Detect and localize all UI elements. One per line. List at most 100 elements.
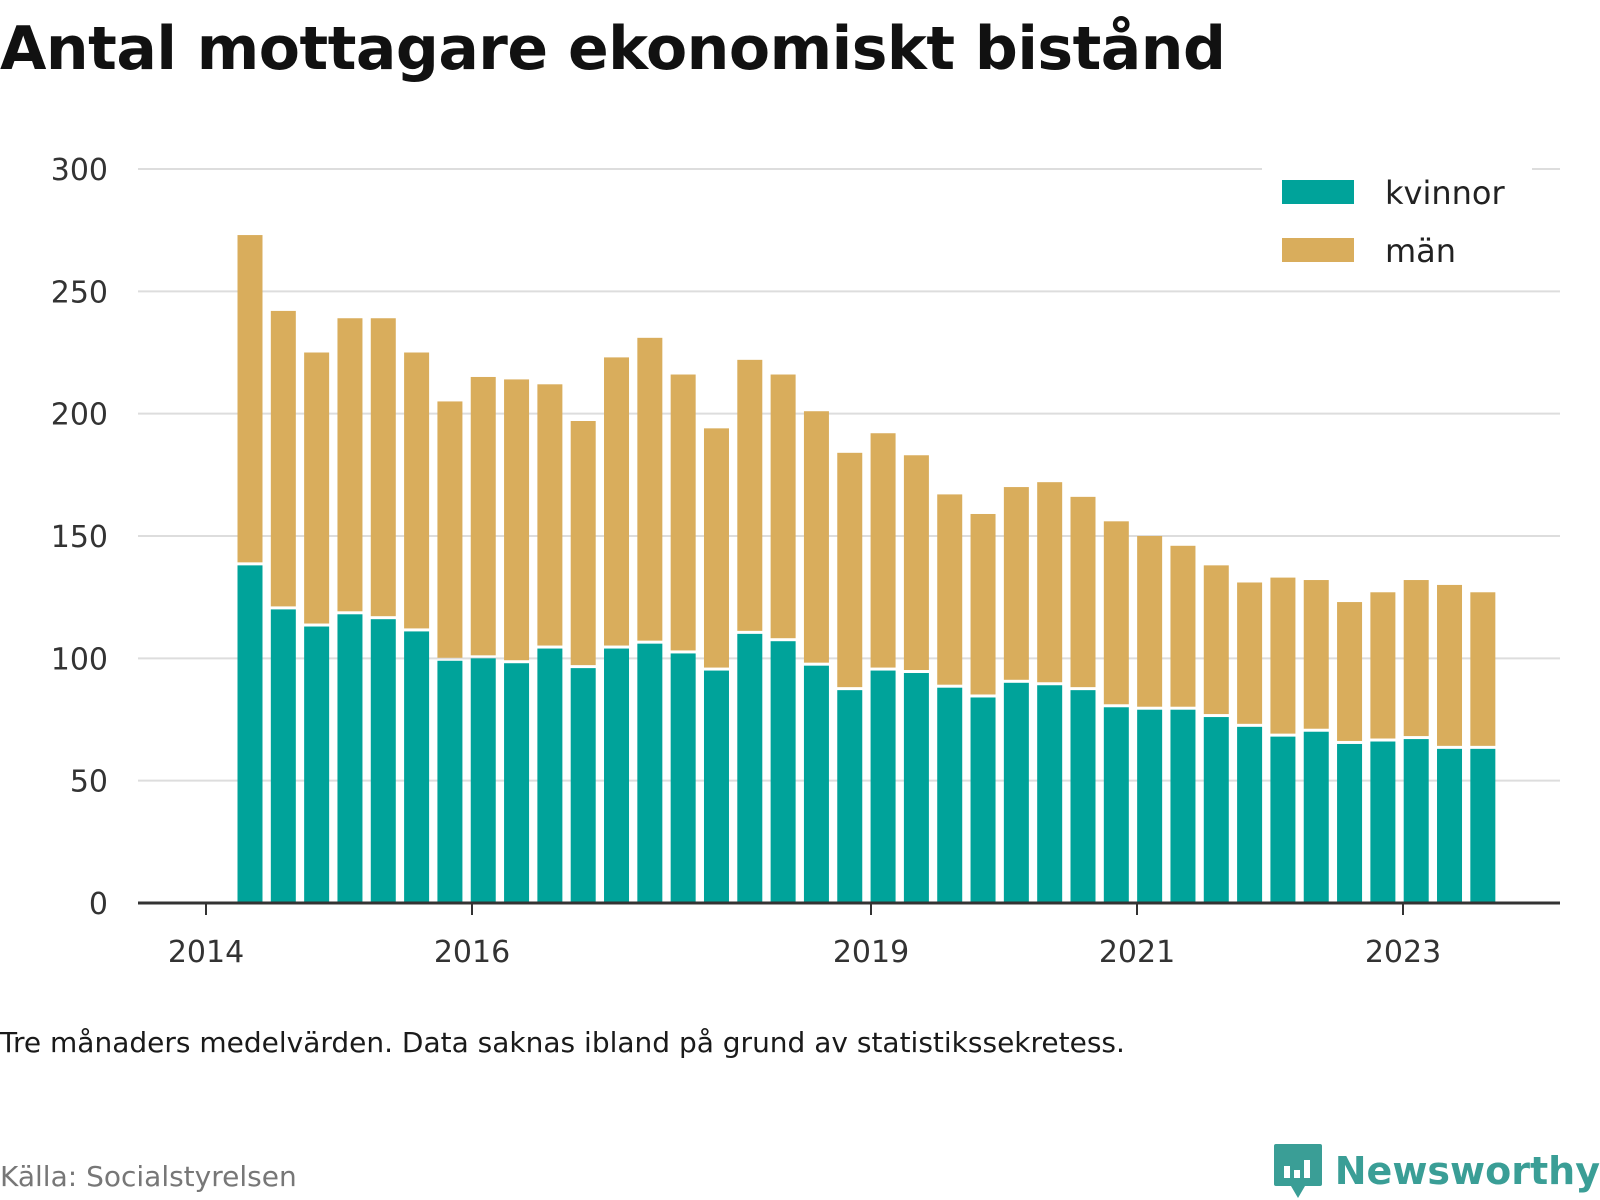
- bars: [237, 235, 1496, 903]
- bar-man: [404, 352, 430, 629]
- bar-man: [1103, 521, 1129, 705]
- bar-kvinnor: [404, 631, 430, 903]
- bar-kvinnor: [1070, 690, 1096, 903]
- bar-kvinnor: [770, 641, 796, 903]
- bar-kvinnor: [1337, 743, 1363, 903]
- bar-man: [1137, 536, 1163, 707]
- bar-kvinnor: [1370, 741, 1396, 903]
- bar-kvinnor: [237, 565, 263, 903]
- x-tick-label: 2016: [434, 935, 510, 970]
- x-tick-label: 2014: [168, 935, 244, 970]
- y-tick-label: 200: [51, 398, 108, 433]
- bar-man: [1437, 584, 1463, 746]
- bar-kvinnor: [837, 690, 863, 903]
- bar-man: [803, 411, 829, 663]
- bar-man: [1470, 592, 1496, 746]
- bar-kvinnor: [1203, 717, 1229, 903]
- bar-kvinnor: [504, 663, 530, 903]
- bar-kvinnor: [470, 658, 496, 903]
- bar-man: [870, 433, 896, 668]
- bar-kvinnor: [1237, 726, 1263, 903]
- bar-kvinnor: [670, 653, 696, 903]
- bar-man: [670, 374, 696, 651]
- bar-man: [1337, 602, 1363, 741]
- legend-label: kvinnor: [1385, 174, 1506, 212]
- y-tick-label: 0: [89, 887, 108, 922]
- bar-man: [570, 421, 596, 666]
- bar-kvinnor: [570, 668, 596, 903]
- bar-man: [1203, 565, 1229, 715]
- y-tick-label: 50: [70, 765, 108, 800]
- bar-man: [470, 376, 496, 656]
- bar-kvinnor: [1403, 739, 1429, 903]
- bar-man: [270, 310, 296, 607]
- bar-kvinnor: [604, 648, 630, 903]
- chart-title: Antal mottagare ekonomiskt bistånd: [0, 14, 1226, 84]
- x-tick-label: 2023: [1365, 935, 1441, 970]
- bar-man: [437, 401, 463, 658]
- brand-name: Newsworthy: [1334, 1149, 1600, 1193]
- bar-kvinnor: [970, 697, 996, 903]
- y-axis: 0 50 100 150 200 250 300: [51, 153, 108, 922]
- bar-man: [1303, 580, 1329, 729]
- source-credit: Källa: Socialstyrelsen: [0, 1160, 297, 1193]
- bar-man: [1037, 482, 1063, 683]
- x-axis: 2014 2016 2019 2021 2023: [138, 901, 1560, 970]
- bar-kvinnor: [270, 609, 296, 903]
- legend-swatch: [1282, 180, 1354, 204]
- bar-kvinnor: [537, 648, 563, 903]
- bar-man: [1070, 496, 1096, 688]
- bar-kvinnor: [1137, 709, 1163, 903]
- bar-man: [637, 337, 663, 641]
- bar-man: [1237, 582, 1263, 724]
- bar-kvinnor: [370, 619, 396, 903]
- bar-kvinnor: [903, 673, 929, 903]
- x-tick-label: 2019: [833, 935, 909, 970]
- y-tick-label: 300: [51, 153, 108, 188]
- y-tick-label: 250: [51, 275, 108, 310]
- bar-kvinnor: [1003, 682, 1029, 903]
- bar-kvinnor: [1037, 685, 1063, 903]
- y-tick-label: 150: [51, 520, 108, 555]
- bar-man: [504, 379, 530, 661]
- bar-kvinnor: [870, 670, 896, 903]
- bar-kvinnor: [337, 614, 363, 903]
- bar-man: [237, 235, 263, 563]
- bar-kvinnor: [637, 643, 663, 903]
- bar-man: [604, 357, 630, 646]
- brand-logo: Newsworthy: [1273, 1142, 1600, 1200]
- bar-man: [337, 318, 363, 612]
- legend-swatch: [1282, 238, 1354, 262]
- bar-man: [837, 452, 863, 688]
- legend: kvinnor män: [1262, 164, 1532, 282]
- bar-man: [1403, 580, 1429, 737]
- bar-kvinnor: [1437, 748, 1463, 903]
- bar-kvinnor: [1303, 731, 1329, 903]
- bar-kvinnor: [737, 633, 763, 903]
- y-tick-label: 100: [51, 642, 108, 677]
- bar-kvinnor: [437, 660, 463, 903]
- legend-label: män: [1385, 232, 1456, 270]
- bar-kvinnor: [703, 670, 729, 903]
- bar-man: [737, 359, 763, 631]
- bar-man: [1370, 592, 1396, 739]
- bar-man: [770, 374, 796, 639]
- chart-note: Tre månaders medelvärden. Data saknas ib…: [0, 1026, 1125, 1059]
- bar-man: [1003, 487, 1029, 680]
- bar-kvinnor: [304, 626, 330, 903]
- newsworthy-logo-icon: [1273, 1144, 1322, 1198]
- bar-man: [537, 384, 563, 646]
- bar-kvinnor: [803, 665, 829, 903]
- bar-kvinnor: [1170, 709, 1196, 903]
- bar-man: [1270, 577, 1296, 734]
- bar-kvinnor: [937, 687, 963, 903]
- bar-man: [1170, 545, 1196, 707]
- bar-man: [903, 455, 929, 671]
- bar-kvinnor: [1270, 736, 1296, 903]
- x-tick-label: 2021: [1099, 935, 1175, 970]
- bar-kvinnor: [1470, 748, 1496, 903]
- bar-man: [937, 494, 963, 685]
- bar-kvinnor: [1103, 707, 1129, 903]
- bar-man: [304, 352, 330, 624]
